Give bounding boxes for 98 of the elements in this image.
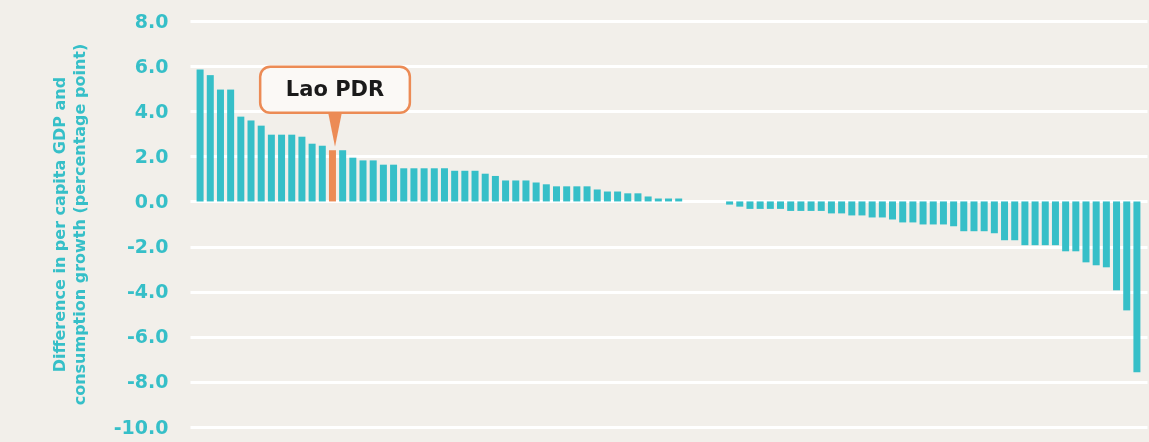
bar [237,116,245,202]
bar [919,201,927,225]
bar [583,186,591,202]
bar [756,201,764,209]
y-axis-title: Difference in per capita GDP and consumption growth (percentage point) [49,43,89,406]
y-tick-label: 0.0 [134,189,169,212]
bar [838,201,846,214]
bar [970,201,978,232]
bar [736,201,744,207]
bar [950,201,958,227]
bar [420,168,428,202]
bar [573,186,581,202]
bar [400,168,408,202]
bar [440,168,448,202]
bar [1133,201,1141,373]
bar [532,182,540,202]
bar [451,170,459,202]
bar [1021,201,1029,246]
bar [481,173,489,202]
bar [227,89,235,202]
bar [247,120,255,202]
bar [257,125,265,202]
bar [1082,201,1090,263]
y-tick-label: 6.0 [134,54,169,77]
bar [726,201,734,205]
y-tick-label: 2.0 [134,144,169,167]
bar [359,160,367,202]
bar [563,186,571,202]
bar [980,201,988,232]
bar [1062,201,1070,252]
bar [552,186,560,202]
bar [614,191,622,202]
bar [1001,201,1009,241]
bar [644,196,652,202]
y-tick-label: -4.0 [126,280,169,303]
y-tick-label: -10.0 [113,415,169,438]
bar [787,201,795,211]
bar [817,201,825,211]
bar [868,201,876,218]
bar [278,134,286,202]
bar [430,168,438,202]
bar [807,201,815,211]
bar [634,193,642,202]
bar [960,201,968,232]
bar [1102,201,1110,268]
bar [216,89,224,202]
bar [939,201,947,225]
bar [593,189,601,202]
bar [797,201,805,211]
bar [512,180,520,202]
y-tick-label: -8.0 [126,370,169,393]
bar [390,164,398,202]
bar [929,201,937,225]
bar [766,201,774,209]
y-tick-label: -2.0 [126,235,169,258]
bar [1051,201,1059,246]
bar [267,134,275,202]
bar [471,170,479,202]
bar [206,75,214,202]
bar [196,69,204,202]
y-tick-label: -6.0 [126,325,169,348]
y-tick-label: 4.0 [134,99,169,122]
bar [858,201,866,216]
bar [308,143,316,202]
bar [777,201,785,209]
bar [379,164,387,202]
bar [746,201,754,209]
bar [298,136,306,202]
y-tick-label: 8.0 [134,9,169,32]
bar [899,201,907,223]
bar [909,201,917,223]
bar [318,145,326,202]
bar [502,180,510,202]
bar [1072,201,1080,252]
bar [990,201,998,234]
bar [339,150,347,202]
bar [410,168,418,202]
bar [1123,201,1131,311]
bar [827,201,835,214]
bar [522,180,530,202]
bar [349,157,357,202]
bar [624,193,632,202]
bar [889,201,897,220]
bar [461,170,469,202]
bar [491,175,499,202]
bar [848,201,856,216]
bar [1011,201,1019,241]
bar [1092,201,1100,266]
bar [328,150,336,202]
bar [1031,201,1039,246]
bar [1041,201,1049,246]
bar [603,191,611,202]
bar [542,184,550,202]
bar [288,134,296,202]
bar [1113,201,1121,291]
bar [369,160,377,202]
annotation: Lao PDR [285,76,385,101]
bar [878,201,886,218]
